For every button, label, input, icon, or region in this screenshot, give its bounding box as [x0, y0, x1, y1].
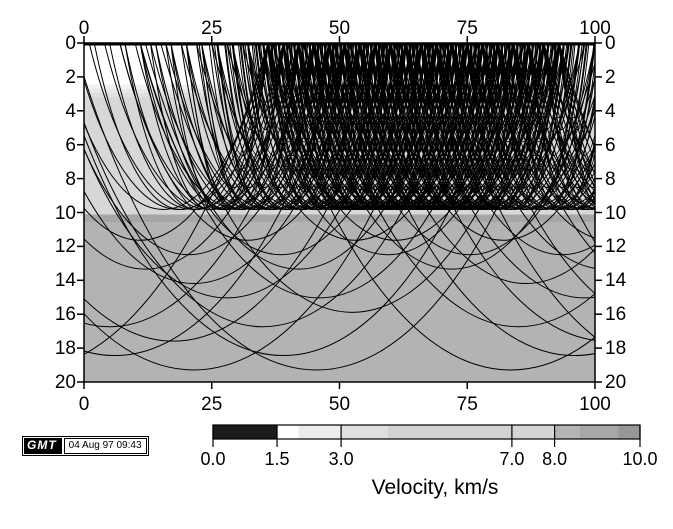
- colorbar-segment: [511, 425, 555, 439]
- x-axis-bottom-tick-label: 75: [456, 394, 478, 415]
- y-axis-right-tick-label: 2: [605, 66, 616, 88]
- x-axis-bottom-tick-label: 25: [201, 394, 223, 415]
- y-axis-left-tick-label: 10: [54, 202, 76, 224]
- x-axis-bottom-tick-label: 100: [579, 394, 611, 415]
- y-axis-right-tick-label: 6: [605, 134, 616, 156]
- x-axis-bottom-tick-label: 0: [78, 394, 90, 415]
- x-axis-top-tick-label: 50: [328, 18, 351, 39]
- velocity-layer: [84, 214, 595, 222]
- colorbar-tick-label: 3.0: [328, 449, 354, 469]
- colorbar-segment: [388, 425, 512, 439]
- gmt-timestamp-stamp: GMT 04 Aug 97 09:43: [22, 436, 149, 456]
- y-axis-left-tick-label: 8: [65, 168, 76, 190]
- velocity-layer: [84, 88, 595, 94]
- gmt-timestamp-text: 04 Aug 97 09:43: [63, 438, 147, 454]
- y-axis-left-tick-label: 14: [54, 270, 76, 292]
- y-axis-right-tick-label: 8: [605, 168, 616, 190]
- velocity-layer: [84, 221, 595, 382]
- y-axis-left-tick-label: 12: [54, 236, 76, 258]
- colorbar-segment: [341, 425, 389, 439]
- y-axis-left-tick-label: 20: [54, 372, 76, 393]
- colorbar-tick-label: 1.5: [264, 449, 290, 469]
- y-axis-right-tick-label: 16: [605, 304, 627, 326]
- colorbar-tick-label: 0.0: [200, 449, 226, 469]
- y-axis-left-tick-label: 16: [54, 304, 76, 326]
- y-axis-left-tick-label: 2: [65, 66, 76, 88]
- x-axis-top-tick-label: 0: [78, 18, 90, 39]
- x-axis-bottom-tick-label: 50: [328, 394, 351, 415]
- gmt-logo: GMT: [24, 438, 62, 454]
- colorbar-tick-label: 7.0: [499, 449, 525, 469]
- colorbar-segment: [554, 425, 581, 439]
- y-axis-left-tick-label: 6: [65, 134, 76, 156]
- colorbar-segment: [213, 425, 278, 439]
- x-axis-top-tick-label: 25: [201, 18, 223, 39]
- colorbar-tick-label: 10.0: [622, 449, 658, 469]
- colorbar-tick-label: 8.0: [542, 449, 568, 469]
- colorbar-segment: [618, 425, 640, 439]
- colorbar-segment: [277, 425, 299, 439]
- y-axis-right-tick-label: 10: [605, 202, 627, 224]
- x-axis-top-tick-label: 75: [456, 18, 478, 39]
- y-axis-right-tick-label: 4: [605, 100, 616, 122]
- x-axis-top-tick-label: 100: [579, 18, 611, 39]
- colorbar-segment: [298, 425, 342, 439]
- colorbar-title: Velocity, km/s: [371, 476, 499, 499]
- y-axis-left-tick-label: 18: [54, 338, 76, 360]
- y-axis-left-tick-label: 4: [65, 100, 76, 122]
- y-axis-left-tick-label: 0: [65, 33, 76, 54]
- y-axis-right-tick-label: 12: [605, 236, 627, 258]
- y-axis-right-tick-label: 20: [605, 372, 627, 393]
- y-axis-right-tick-label: 14: [605, 270, 627, 292]
- y-axis-right-tick-label: 0: [605, 33, 616, 54]
- ray-paths: [84, 43, 595, 371]
- y-axis-right-tick-label: 18: [605, 338, 627, 360]
- colorbar-segment: [580, 425, 619, 439]
